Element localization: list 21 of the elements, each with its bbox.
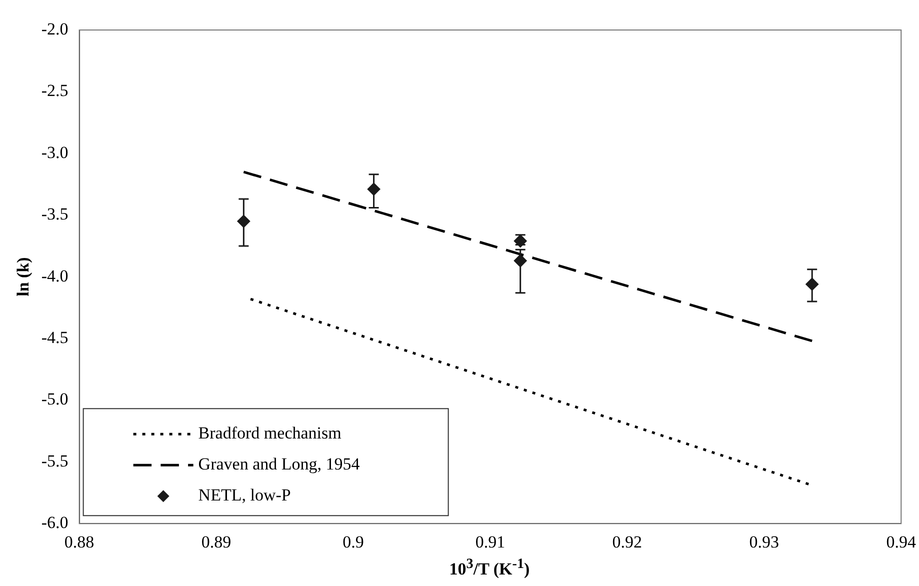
x-axis-title: 10$^{3}$/T (K$^{-1}$)	[448, 556, 531, 580]
y-axis-title: ln (k)	[14, 257, 33, 296]
x-tick-label: 0.92	[612, 532, 642, 552]
x-tick-label: 0.93	[749, 532, 780, 552]
legend-label: Graven and Long, 1954	[198, 454, 360, 474]
y-tick-label: -6.0	[41, 513, 68, 532]
y-tick-label: -2.0	[41, 19, 68, 38]
x-tick-label: 0.89	[201, 532, 232, 552]
x-tick-label: 0.88	[64, 532, 94, 552]
x-tick-label: 0.94	[886, 532, 916, 552]
legend-label: NETL, low-P	[198, 486, 291, 505]
y-tick-label: -4.5	[41, 328, 68, 347]
y-tick-label: -3.5	[41, 204, 68, 224]
x-tick-label: 0.91	[475, 532, 506, 552]
y-tick-label: -5.0	[41, 390, 68, 409]
y-tick-label: -2.5	[41, 81, 68, 100]
y-tick-label: -3.0	[41, 142, 68, 162]
x-tick-label: 0.9	[342, 532, 364, 552]
y-tick-label: -4.0	[41, 266, 68, 286]
legend-label: Bradford mechanism	[198, 424, 342, 443]
y-tick-label: -5.5	[41, 451, 68, 470]
